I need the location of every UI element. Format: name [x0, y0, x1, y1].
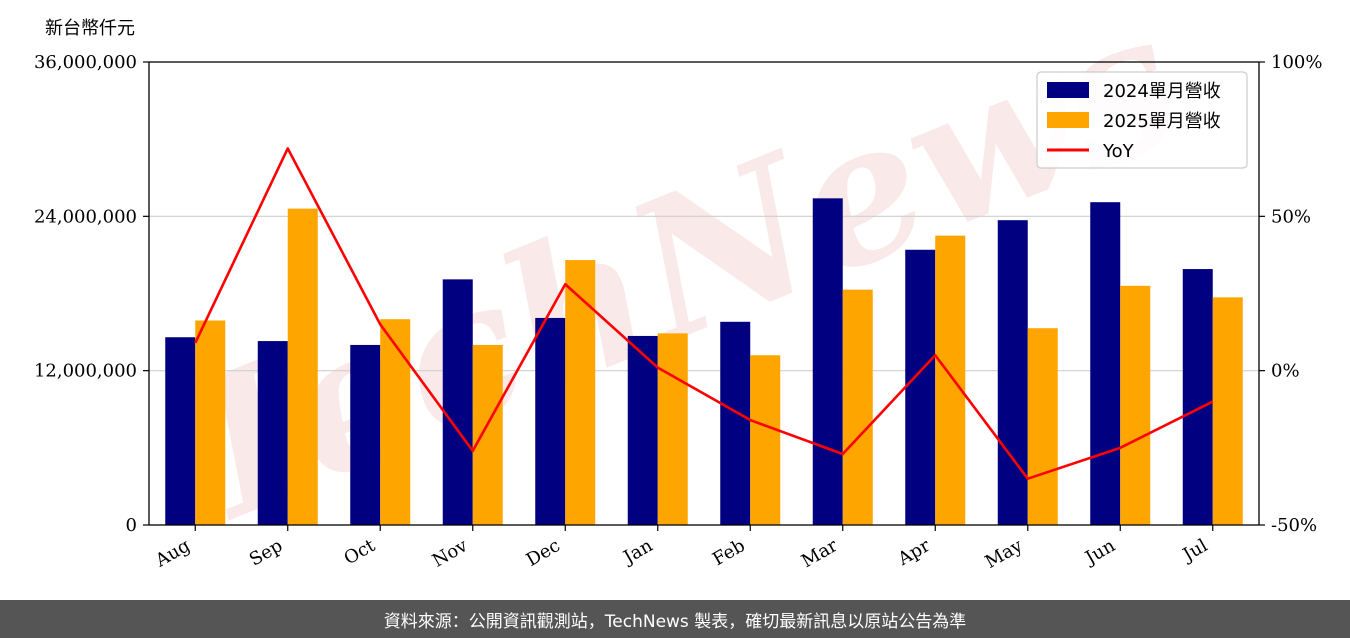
bar-2025-nov [472, 344, 503, 525]
source-text: 資料來源：公開資訊觀測站，TechNews 製表，確切最新訊息以原站公告為準 [383, 611, 967, 632]
bar-2024-nov [442, 279, 473, 525]
x-tick-label-dec: Dec [523, 535, 564, 571]
y2-tick-label: 0% [1271, 361, 1300, 382]
y-tick-label: 24,000,000 [34, 206, 137, 227]
bar-2025-jul [1212, 297, 1243, 525]
x-tick-label-jan: Jan [618, 535, 656, 569]
x-tick-label-jun: Jun [1080, 535, 1119, 570]
bar-2024-feb [720, 321, 751, 525]
bar-2024-oct [350, 344, 381, 525]
x-tick-label-may: May [982, 535, 1027, 573]
yoy-line [194, 147, 1214, 481]
bar-2024-apr [905, 249, 936, 525]
legend-swatch [1047, 112, 1089, 128]
bar-2025-feb [750, 355, 781, 525]
bars-layer [165, 198, 1243, 526]
x-tick-label-oct: Oct [340, 535, 379, 570]
bar-2025-may [1027, 328, 1058, 525]
bar-2025-dec [565, 260, 596, 525]
legend-label: YoY [1102, 141, 1135, 162]
x-tick-label-nov: Nov [429, 535, 472, 572]
x-tick-label-aug: Aug [151, 535, 194, 572]
bar-2024-dec [535, 317, 566, 525]
bar-2025-apr [935, 235, 966, 525]
x-tick-label-apr: Apr [894, 535, 934, 570]
y2-tick-label: 100% [1271, 52, 1322, 73]
legend-label: 2025單月營收 [1103, 111, 1221, 132]
y-tick-label: 36,000,000 [34, 52, 137, 73]
bar-2024-aug [165, 337, 196, 525]
y-tick-label: 0 [126, 515, 137, 536]
bar-2025-jun [1120, 285, 1151, 525]
x-tick-label-jul: Jul [1178, 535, 1212, 567]
y2-tick-label: 50% [1271, 206, 1311, 227]
source-footer: 資料來源：公開資訊觀測站，TechNews 製表，確切最新訊息以原站公告為準 [0, 600, 1350, 638]
y-axis-unit-label: 新台幣仟元 [45, 18, 135, 39]
x-tick-label-mar: Mar [798, 535, 842, 572]
bar-2024-mar [812, 198, 843, 526]
revenue-chart: TechNews 0 12,000,000 24,000,000 36,000,000… [34, 0, 1323, 573]
legend-box [1036, 71, 1248, 169]
legend-swatch [1047, 82, 1089, 98]
bar-2024-jul [1182, 269, 1213, 525]
bar-2024-may [997, 220, 1028, 526]
chart-canvas: TechNews 012,000,00024,000,00036,000,000… [34, 0, 1323, 573]
bar-2024-sep [257, 341, 288, 525]
bar-2025-sep [287, 208, 318, 525]
legend-label: 2024單月營收 [1103, 81, 1221, 102]
bar-2024-jan [627, 335, 658, 525]
bar-2025-mar [842, 289, 873, 525]
bar-2025-oct [380, 319, 411, 525]
bar-2025-aug [195, 320, 226, 525]
y-tick-label: 12,000,000 [34, 361, 137, 382]
y2-tick-label: -50% [1271, 515, 1317, 536]
legend: 2024單月營收 2025單月營收 YoY [1036, 71, 1248, 169]
x-tick-label-feb: Feb [709, 535, 749, 570]
bar-2024-jun [1090, 202, 1121, 526]
axes-layer: 0 12,000,000 24,000,000 36,000,000 -50% 0% 50%… [34, 52, 1323, 573]
bar-2025-jan [657, 333, 688, 525]
yoy-line-layer [194, 147, 1214, 481]
